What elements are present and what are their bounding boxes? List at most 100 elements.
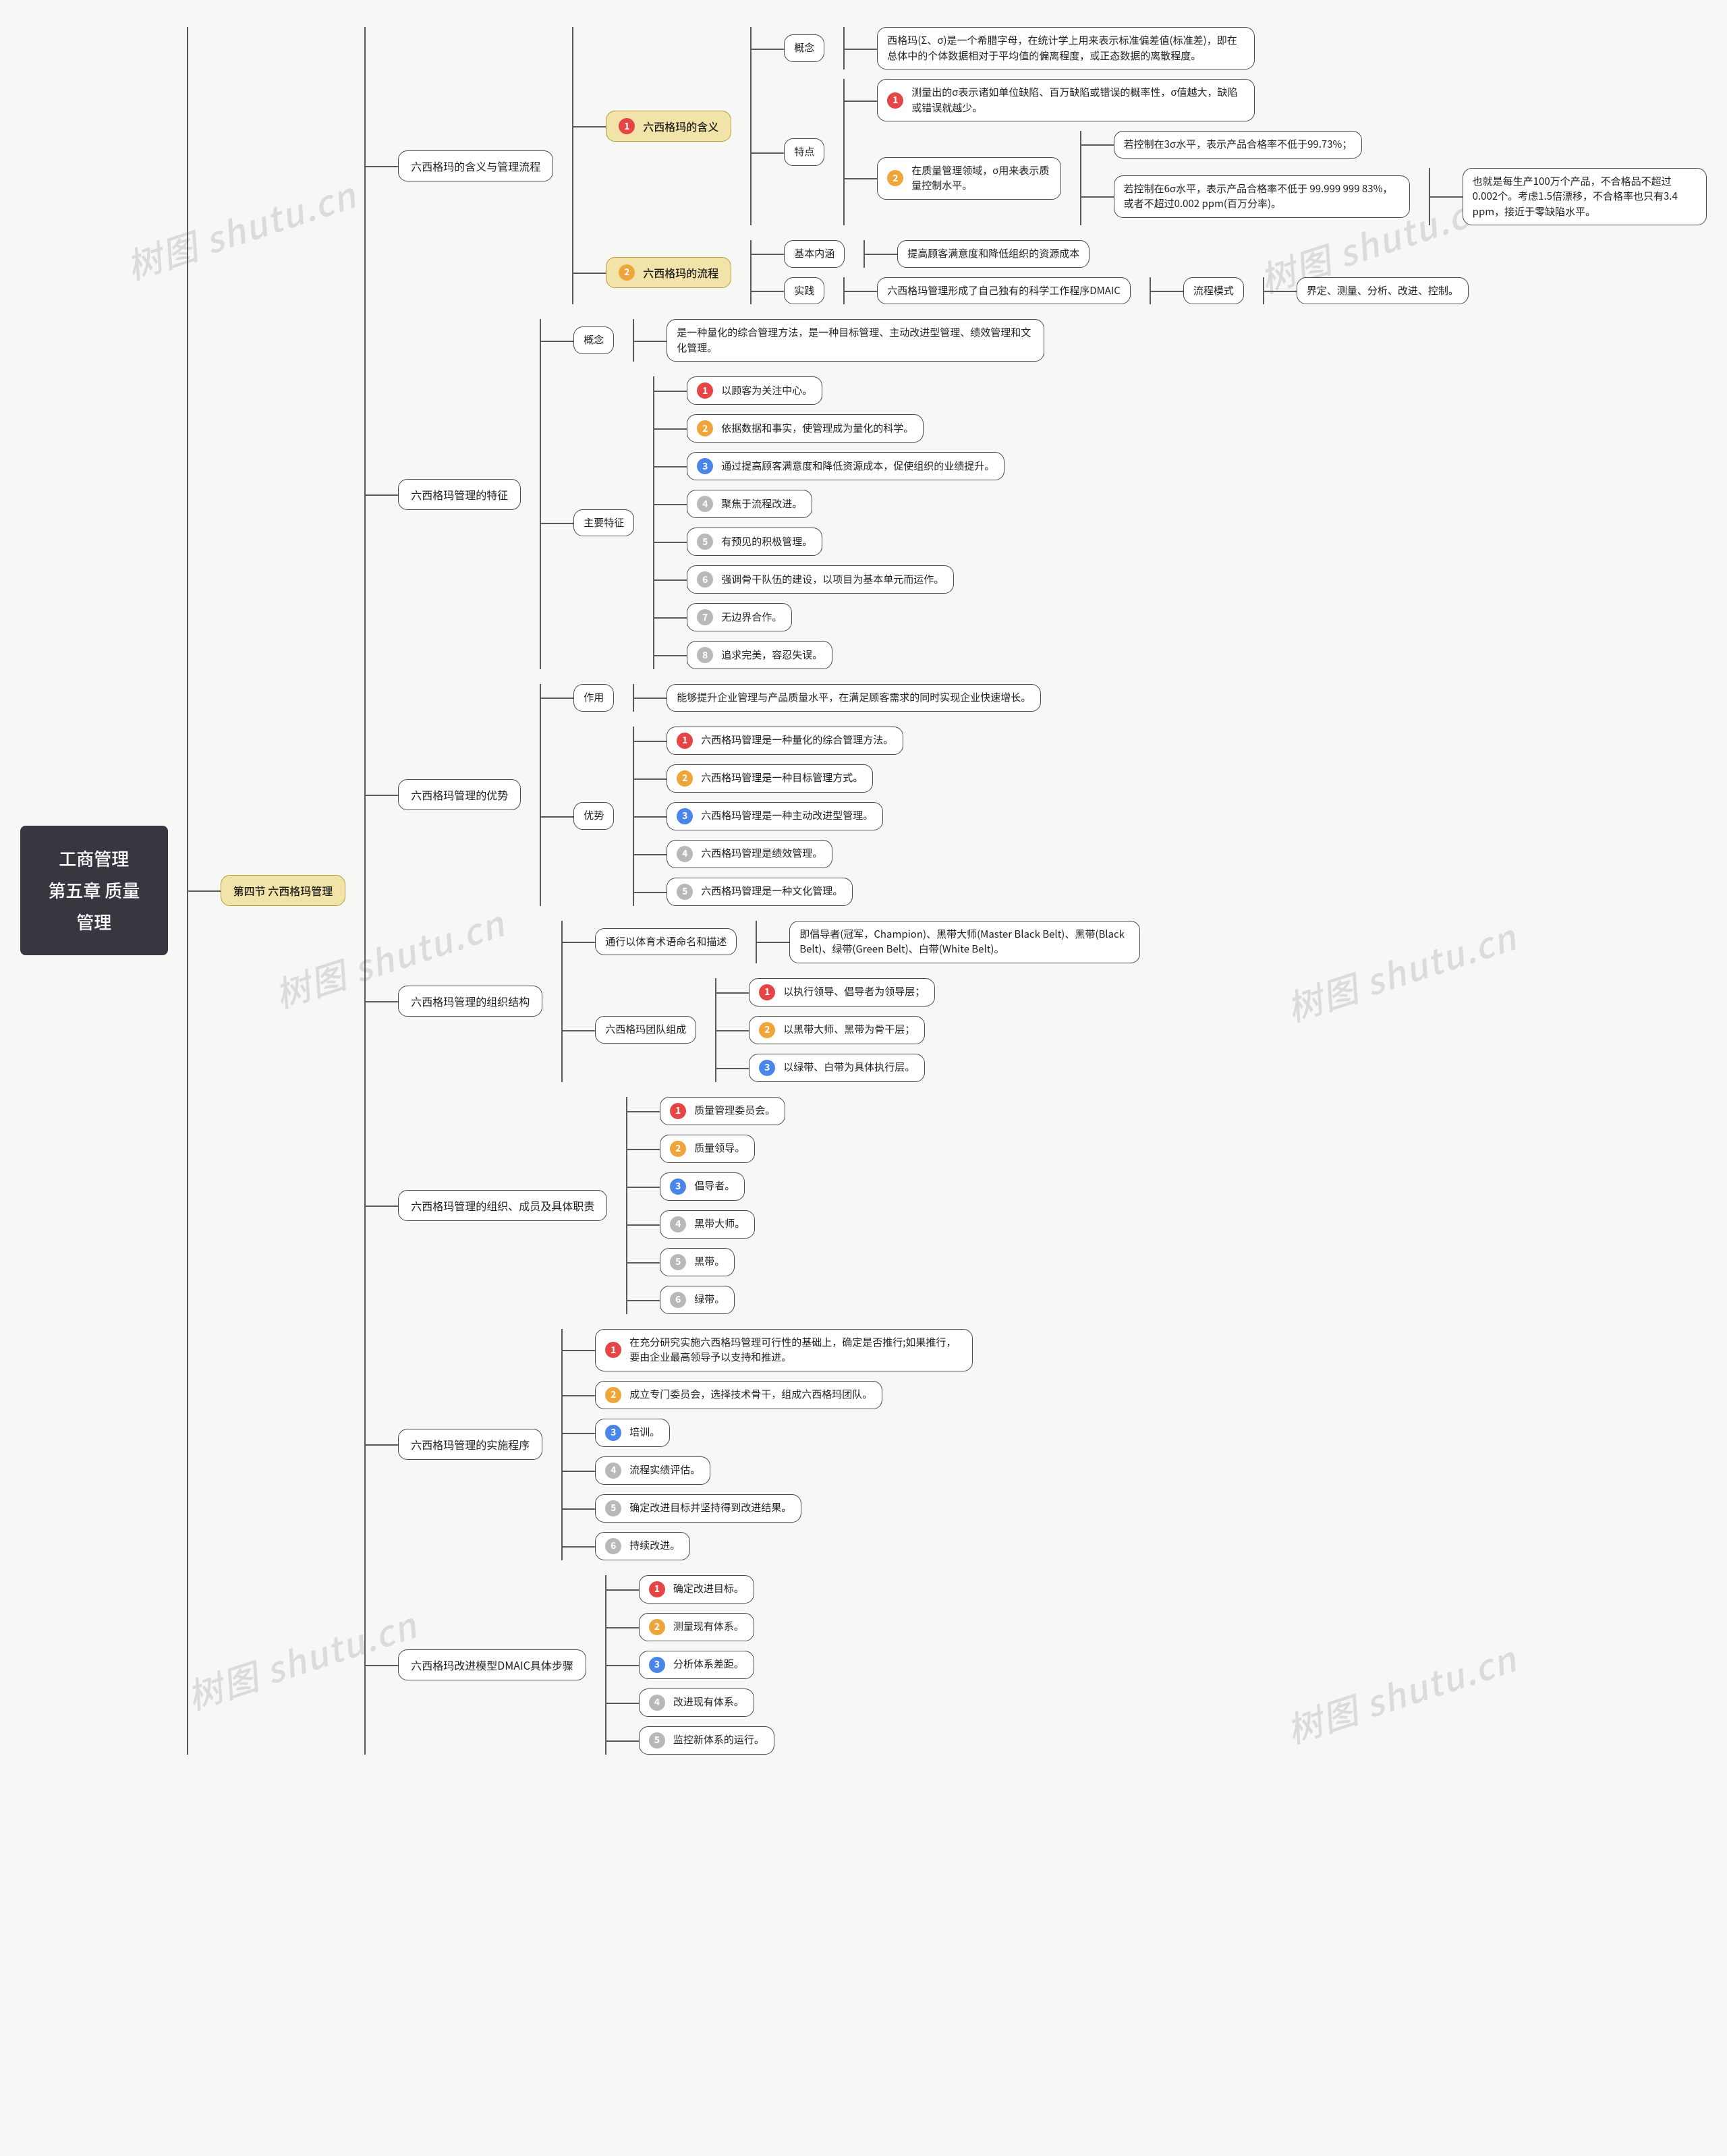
- list-item: 2以黑带大师、黑带为骨干层；: [749, 1016, 925, 1044]
- s4-team-label[interactable]: 六西格玛团队组成: [595, 1016, 696, 1044]
- s2-concept-text: 是一种量化的综合管理方法，是一种目标管理、主动改进型管理、绩效管理和文化管理。: [667, 319, 1044, 362]
- s7-title[interactable]: 六西格玛改进模型DMAIC具体步骤: [398, 1649, 586, 1680]
- number-badge: 4: [677, 846, 693, 862]
- s2-main-label[interactable]: 主要特征: [573, 509, 634, 537]
- number-badge: 3: [759, 1060, 775, 1076]
- number-badge: 1: [619, 118, 635, 134]
- list-item: 2成立专门委员会，选择技术骨干，组成六西格玛团队。: [595, 1381, 882, 1409]
- number-badge: 2: [605, 1387, 621, 1403]
- s3-role-label[interactable]: 作用: [573, 684, 614, 712]
- list-item: 4改进现有体系。: [639, 1689, 754, 1717]
- list-item: 3以绿带、白带为具体执行层。: [749, 1054, 925, 1082]
- list-item: 1以执行领导、倡导者为领导层；: [749, 978, 935, 1006]
- number-badge: 3: [670, 1179, 686, 1195]
- feature-2b: 若控制在6σ水平，表示产品合格率不低于 99.999 999 83%，或者不超过…: [1114, 175, 1410, 218]
- number-badge: 4: [649, 1695, 665, 1711]
- list-item: 1确定改进目标。: [639, 1575, 754, 1604]
- number-badge: 8: [697, 647, 713, 663]
- number-badge: 3: [697, 458, 713, 474]
- list-item: 5六西格玛管理是一种文化管理。: [667, 878, 853, 906]
- concept-text: 西格玛(Σ、σ)是一个希腊字母，在统计学上用来表示标准偏差值(标准差)，即在总体…: [877, 27, 1255, 69]
- number-badge: 1: [887, 92, 903, 109]
- list-item: 3倡导者。: [660, 1172, 745, 1201]
- basic-text: 提高顾客满意度和降低组织的资源成本: [897, 240, 1089, 268]
- list-item: 7无边界合作。: [687, 603, 792, 631]
- list-item: 6持续改进。: [595, 1532, 690, 1560]
- basic-label[interactable]: 基本内涵: [784, 240, 845, 268]
- number-badge: 2: [759, 1022, 775, 1038]
- number-badge: 7: [697, 609, 713, 625]
- s3-adv-label[interactable]: 优势: [573, 802, 614, 830]
- number-badge: 3: [677, 808, 693, 824]
- s1-meaning-title[interactable]: 1 六西格玛的含义: [606, 111, 731, 142]
- s3-title[interactable]: 六西格玛管理的优势: [398, 779, 521, 810]
- root-node[interactable]: 工商管理 第五章 质量管理: [20, 826, 168, 955]
- number-badge: 6: [697, 571, 713, 588]
- list-item: 3六西格玛管理是一种主动改进型管理。: [667, 802, 883, 830]
- list-item: 4聚焦于流程改进。: [687, 490, 812, 518]
- number-badge: 3: [605, 1425, 621, 1441]
- list-item: 5监控新体系的运行。: [639, 1726, 774, 1755]
- list-item: 6强调骨干队伍的建设，以项目为基本单元而运作。: [687, 565, 954, 594]
- list-item: 3通过提高顾客满意度和降低资源成本，促使组织的业绩提升。: [687, 452, 1004, 480]
- number-badge: 5: [697, 534, 713, 550]
- number-badge: 5: [677, 884, 693, 900]
- list-item: 4黑带大师。: [660, 1210, 755, 1239]
- s1-title[interactable]: 六西格玛的含义与管理流程: [398, 150, 553, 181]
- mindmap-canvas: 树图 shutu.cn 树图 shutu.cn 树图 shutu.cn 树图 s…: [0, 0, 1727, 2156]
- list-item: 1在充分研究实施六西格玛管理可行性的基础上，确定是否推行;如果推行，要由企业最高…: [595, 1329, 973, 1371]
- list-item: 1以顾客为关注中心。: [687, 376, 822, 405]
- list-item: 2测量现有体系。: [639, 1613, 754, 1641]
- list-item: 5有预见的积极管理。: [687, 528, 822, 556]
- s2-title[interactable]: 六西格玛管理的特征: [398, 479, 521, 510]
- number-badge: 1: [649, 1581, 665, 1597]
- s1-process-title[interactable]: 2 六西格玛的流程: [606, 257, 731, 288]
- number-badge: 4: [697, 496, 713, 512]
- number-badge: 2: [670, 1141, 686, 1157]
- number-badge: 2: [697, 420, 713, 436]
- list-item: 2六西格玛管理是一种目标管理方式。: [667, 764, 873, 793]
- number-badge: 5: [605, 1500, 621, 1516]
- number-badge: 5: [670, 1254, 686, 1270]
- list-item: 6绿带。: [660, 1286, 735, 1314]
- s6-title[interactable]: 六西格玛管理的实施程序: [398, 1429, 542, 1460]
- s4-title[interactable]: 六西格玛管理的组织结构: [398, 986, 542, 1017]
- number-badge: 3: [649, 1657, 665, 1673]
- mode-label[interactable]: 流程模式: [1183, 277, 1244, 305]
- number-badge: 1: [605, 1342, 621, 1358]
- list-item: 2依据数据和事实，使管理成为量化的科学。: [687, 414, 924, 443]
- list-item: 8追求完美，容忍失误。: [687, 641, 832, 669]
- list-item: 3培训。: [595, 1419, 670, 1447]
- s3-role-text: 能够提升企业管理与产品质量水平，在满足顾客需求的同时实现企业快速增长。: [667, 684, 1041, 712]
- mode-text: 界定、测量、分析、改进、控制。: [1297, 277, 1469, 305]
- number-badge: 2: [619, 264, 635, 281]
- feature-1: 1 测量出的σ表示诸如单位缺陷、百万缺陷或错误的概率性，σ值越大，缺陷或错误就越…: [877, 79, 1255, 121]
- number-badge: 2: [677, 770, 693, 787]
- number-badge: 2: [649, 1619, 665, 1635]
- number-badge: 1: [697, 382, 713, 399]
- practice-text: 六西格玛管理形成了自己独有的科学工作程序DMAIC: [877, 277, 1131, 305]
- section-title[interactable]: 第四节 六西格玛管理: [221, 875, 346, 906]
- number-badge: 6: [605, 1538, 621, 1554]
- list-item: 4流程实绩评估。: [595, 1456, 710, 1485]
- number-badge: 1: [759, 984, 775, 1000]
- list-item: 3分析体系差距。: [639, 1651, 754, 1679]
- list-item: 2质量领导。: [660, 1135, 755, 1163]
- number-badge: 1: [670, 1103, 686, 1119]
- list-item: 5确定改进目标并坚持得到改进结果。: [595, 1494, 801, 1523]
- s4-naming-text: 即倡导者(冠军，Champion)、黑带大师(Master Black Belt…: [789, 921, 1140, 963]
- root-children: 第四节 六西格玛管理 六西格玛的含义与管理流程 1 六西格玛的含义: [187, 27, 1707, 1755]
- list-item: 4六西格玛管理是绩效管理。: [667, 840, 832, 868]
- s4-naming-label[interactable]: 通行以体育术语命名和描述: [595, 928, 737, 956]
- number-badge: 5: [649, 1732, 665, 1749]
- number-badge: 4: [670, 1216, 686, 1232]
- concept-label[interactable]: 概念: [784, 34, 824, 62]
- list-item: 5黑带。: [660, 1248, 735, 1276]
- s2-concept-label[interactable]: 概念: [573, 327, 614, 354]
- number-badge: 4: [605, 1463, 621, 1479]
- s5-title[interactable]: 六西格玛管理的组织、成员及具体职责: [398, 1190, 607, 1221]
- features-label[interactable]: 特点: [784, 138, 824, 166]
- number-badge: 1: [677, 733, 693, 749]
- feature-2: 2 在质量管理领域，σ用来表示质量控制水平。: [877, 157, 1060, 200]
- practice-label[interactable]: 实践: [784, 277, 824, 305]
